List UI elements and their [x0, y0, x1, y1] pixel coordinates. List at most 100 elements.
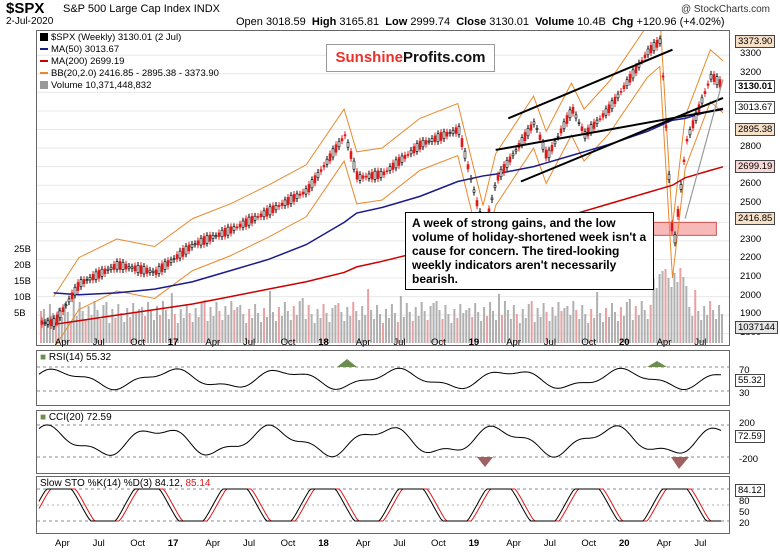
price-candle-body	[655, 40, 659, 48]
legend-text-spx: $SPX (Weekly) 3130.01 (2 Jul)	[51, 32, 182, 43]
price-candle-body	[310, 179, 314, 189]
price-candle-body	[259, 213, 263, 218]
x-axis-mid-tick-label: Apr	[55, 337, 70, 348]
price-candle-body	[334, 144, 338, 153]
price-value-badge: 2895.38	[735, 123, 776, 137]
volume-bar	[379, 314, 382, 343]
volume-bar	[495, 320, 498, 343]
price-candle-body	[622, 85, 626, 90]
volume-bar	[153, 320, 156, 343]
volume-tick-label: 5B	[14, 308, 26, 319]
low-value: 2999.74	[410, 16, 451, 28]
x-axis-mid-tick-label: Oct	[431, 337, 446, 348]
volume-bar	[301, 298, 304, 343]
price-candle-body	[661, 75, 665, 78]
price-candle-body	[76, 282, 80, 291]
volume-bar	[164, 310, 167, 343]
price-tick-label: 1900	[740, 308, 762, 320]
price-tick-label: 2100	[740, 271, 762, 283]
volume-bar	[619, 307, 622, 343]
volume-bar	[191, 322, 194, 343]
volume-bar	[506, 310, 509, 343]
price-candle-body	[142, 266, 146, 275]
price-candle-body	[559, 128, 563, 134]
price-candle-body	[658, 38, 662, 44]
volume-bar	[268, 291, 271, 343]
price-candle-body	[562, 121, 566, 129]
volume-bar	[673, 273, 676, 343]
volume-bar	[298, 301, 301, 343]
x-axis-bottom-tick-label: 20	[619, 538, 630, 549]
x-axis-bottom-tick-label: Apr	[55, 538, 70, 549]
close-label: Close	[456, 16, 487, 28]
volume-tick-label: 10B	[14, 292, 31, 303]
volume-bar	[608, 317, 611, 343]
price-value-badge: 3013.67	[735, 101, 776, 115]
volume-bar	[637, 315, 640, 343]
price-candle-body	[100, 268, 104, 277]
volume-bar	[477, 312, 480, 343]
price-value-badge: 2699.19	[735, 159, 776, 173]
volume-bar	[530, 301, 533, 343]
price-candle-body	[643, 54, 647, 58]
price-candle-body	[193, 243, 197, 246]
price-candle-body	[187, 244, 191, 252]
price-candle-body	[55, 314, 59, 324]
price-candle-body	[205, 235, 209, 244]
volume-bar	[340, 312, 343, 343]
price-candle-body	[253, 215, 257, 221]
price-candle-body	[370, 171, 374, 180]
sto-panel: Slow STO %K(14) %D(3) 84.12, 85.14	[36, 476, 730, 534]
volume-bar	[399, 296, 402, 343]
price-candle-body	[148, 269, 152, 273]
volume-bar	[111, 309, 114, 343]
volume-bar	[545, 312, 548, 343]
price-candle-body	[211, 235, 215, 239]
price-candle-body	[667, 173, 671, 180]
volume-bar	[652, 279, 655, 343]
volume-tick-label: 20B	[14, 260, 31, 271]
volume-bar	[233, 310, 236, 343]
price-candle-body	[703, 91, 707, 94]
trend-channel-lower	[520, 97, 724, 183]
volume-bar	[503, 301, 506, 343]
price-candle-body	[340, 138, 344, 142]
volume-bar	[438, 310, 441, 343]
cci-oversold-fill	[477, 457, 493, 467]
volume-bar	[432, 303, 435, 343]
volume-bar	[236, 307, 239, 343]
price-candle-body	[103, 268, 107, 274]
volume-bar	[465, 310, 468, 343]
price-candle-body	[676, 208, 680, 217]
price-candle-body	[550, 144, 554, 152]
price-candle-body	[214, 235, 218, 238]
price-candle-body	[424, 140, 428, 145]
price-candle-body	[331, 148, 335, 158]
price-candle-body	[130, 266, 134, 270]
volume-bar	[212, 316, 215, 343]
volume-bar	[182, 318, 185, 343]
volume-bar	[691, 316, 694, 343]
price-candle-body	[673, 234, 677, 244]
price-candle-body	[244, 218, 248, 227]
volume-bar	[322, 304, 325, 343]
price-candle-body	[421, 139, 425, 148]
volume-bar	[242, 314, 245, 343]
volume-bar	[444, 305, 447, 343]
price-tick-label: 2500	[740, 196, 762, 208]
x-axis-bottom-tick-label: Jul	[243, 538, 256, 549]
volume-bar	[328, 322, 331, 343]
price-candle-body	[490, 197, 494, 200]
price-candle-body	[247, 216, 251, 226]
volume-tick-label: 25B	[14, 244, 31, 255]
volume-bar	[93, 301, 96, 343]
volume-bar	[364, 315, 367, 343]
legend-item-ma200: MA(200) 2699.19	[40, 56, 219, 68]
volume-bar	[658, 274, 661, 343]
volume-bar	[715, 319, 718, 343]
volume-bar	[96, 310, 99, 343]
x-axis-bottom-tick-label: 17	[167, 538, 179, 549]
volume-bar	[230, 301, 233, 343]
volume-bar	[123, 322, 126, 343]
volume-bar	[459, 304, 462, 343]
